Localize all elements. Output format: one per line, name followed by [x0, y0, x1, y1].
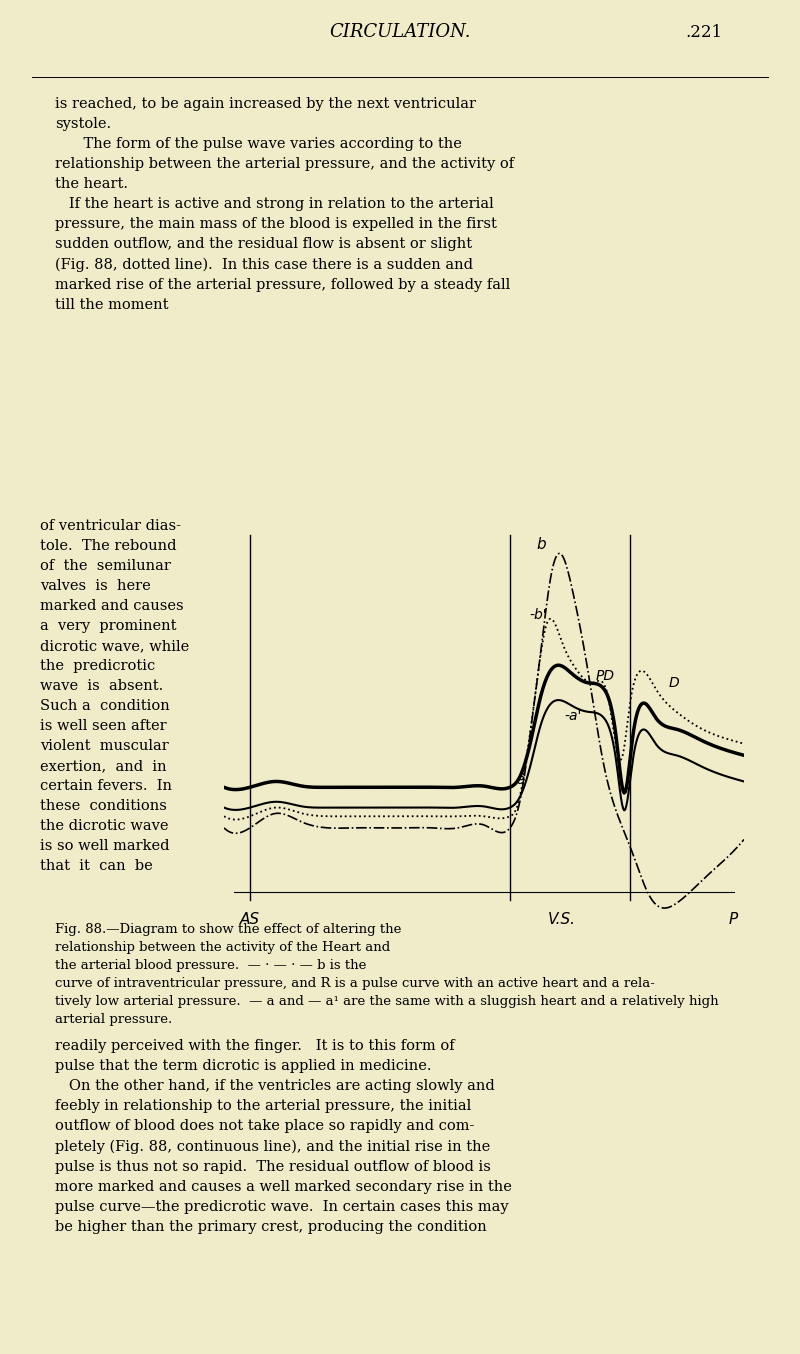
- Text: CIRCULATION.: CIRCULATION.: [330, 23, 470, 42]
- Text: V.S.: V.S.: [548, 913, 576, 927]
- Text: readily perceived with the finger.   It is to this form of
pulse that the term d: readily perceived with the finger. It is…: [54, 1039, 511, 1233]
- Text: a: a: [516, 773, 525, 787]
- Text: Fig. 88.—Diagram to show the effect of altering the
relationship between the act: Fig. 88.—Diagram to show the effect of a…: [54, 923, 718, 1026]
- Text: -a': -a': [565, 709, 582, 723]
- Text: P: P: [729, 913, 738, 927]
- Text: is reached, to be again increased by the next ventricular
systole.
    The form : is reached, to be again increased by the…: [54, 96, 514, 311]
- Text: PD: PD: [596, 669, 615, 682]
- Text: AS: AS: [240, 913, 260, 927]
- Text: b: b: [536, 538, 546, 552]
- Text: of ventricular dias-
tole.  The rebound
of  the  semilunar
valves  is  here
mark: of ventricular dias- tole. The rebound o…: [40, 519, 190, 873]
- Text: .221: .221: [686, 24, 722, 41]
- Text: D: D: [669, 676, 679, 689]
- Text: -b': -b': [530, 608, 547, 621]
